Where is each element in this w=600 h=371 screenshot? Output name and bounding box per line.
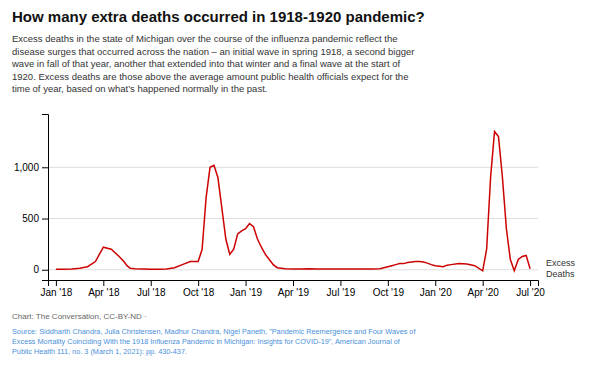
x-tick: Jul '20 [516, 280, 545, 298]
y-axis: 0 500 1,000 [14, 115, 49, 281]
x-tick-mark [198, 280, 199, 286]
x-tick-label: Jul '18 [137, 287, 166, 298]
x-tick-mark [246, 280, 247, 286]
x-tick-label: Jul '19 [327, 287, 356, 298]
y-tick-mark [42, 167, 48, 168]
chart: How many extra deaths occurred in 1918-1… [0, 0, 600, 371]
x-tick: Jan '19 [230, 280, 262, 298]
x-tick: Apr '20 [467, 280, 499, 298]
y-tick-mark [42, 270, 48, 271]
x-tick-mark [340, 280, 341, 286]
x-tick-label: Oct '19 [373, 287, 405, 298]
x-tick-mark [56, 280, 57, 286]
x-tick-mark [151, 280, 152, 286]
x-tick: Jul '19 [327, 280, 356, 298]
x-tick-mark [435, 280, 436, 286]
y-axis-line [42, 115, 49, 281]
y-tick-label: 0 [33, 264, 39, 275]
x-tick-label: Apr '19 [278, 287, 310, 298]
x-tick-mark [483, 280, 484, 286]
y-tick-mark [42, 219, 48, 220]
x-tick-label: Jul '20 [516, 287, 545, 298]
annotation: ExcessDeaths [546, 259, 576, 280]
y-tick: 1,000 [14, 162, 48, 173]
y-tick-label: 1,000 [14, 162, 39, 173]
series [56, 131, 530, 270]
x-tick: Oct '19 [373, 280, 405, 298]
x-tick: Oct '18 [183, 280, 215, 298]
x-tick-label: Jan '19 [230, 287, 262, 298]
y-tick: 0 [33, 264, 48, 275]
y-tick: 500 [22, 213, 48, 224]
plot: Jan '18 Apr '18 Jul '18 Oct '18 Jan '19 Apr '… [14, 115, 545, 299]
x-tick: Jul '18 [137, 280, 166, 298]
x-axis-line [49, 281, 539, 287]
x-tick-mark [103, 280, 104, 286]
x-axis: Jan '18 Apr '18 Jul '18 Oct '18 Jan '19 Apr '… [40, 280, 545, 298]
x-tick: Jan '18 [40, 280, 72, 298]
x-tick: Apr '18 [88, 280, 120, 298]
x-tick-label: Apr '18 [88, 287, 120, 298]
title: How many extra deaths occurred in 1918-1… [12, 8, 425, 25]
x-tick-mark [388, 280, 389, 286]
line [56, 131, 530, 270]
grid [48, 167, 538, 269]
source: Source: Siddharth Chandra, Julia Christe… [12, 327, 416, 356]
x-tick-mark [530, 280, 531, 286]
x-tick-label: Jan '20 [420, 287, 452, 298]
chart-credit: Chart: The Conversation, CC-BY-ND · [12, 312, 147, 321]
x-tick-mark [293, 280, 294, 286]
y-tick-label: 500 [22, 213, 39, 224]
x-tick: Apr '19 [278, 280, 310, 298]
subtitle: Excess deaths in the state of Michigan o… [11, 33, 414, 94]
x-tick-label: Oct '18 [183, 287, 215, 298]
x-tick: Jan '20 [420, 280, 452, 298]
grid-line [48, 218, 538, 219]
x-tick-label: Jan '18 [40, 287, 72, 298]
grid-line [48, 167, 538, 168]
x-tick-label: Apr '20 [467, 287, 499, 298]
